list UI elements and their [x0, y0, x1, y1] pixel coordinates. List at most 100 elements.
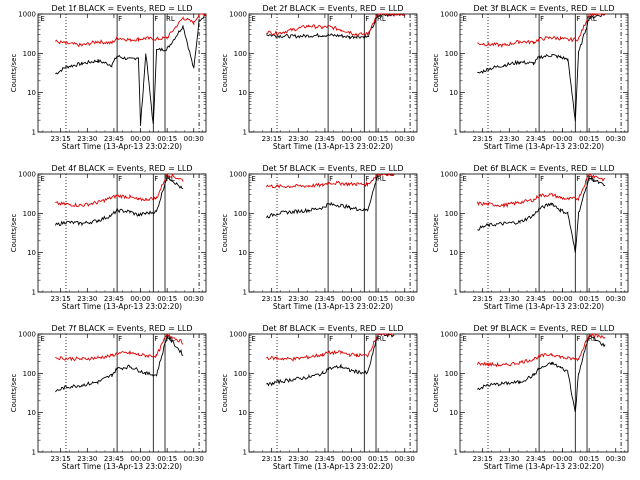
y-tick-label: 100: [23, 50, 36, 58]
y-tick-label: 100: [234, 210, 247, 218]
y-tick-label: 10: [27, 409, 36, 417]
x-tick-label: 00:15: [157, 455, 177, 463]
plot-frame: [459, 13, 629, 133]
flag-label: F: [540, 15, 544, 23]
panel-title: Det 2f BLACK = Events, RED = LLD: [262, 4, 403, 13]
x-tick-label: 00:15: [368, 455, 388, 463]
panel-title: Det 9f BLACK = Events, RED = LLD: [473, 324, 614, 333]
x-axis-label: Start Time (13-Apr-13 23:02:20): [62, 142, 182, 151]
x-tick-label: 00:15: [368, 135, 388, 143]
panel-title: Det 8f BLACK = Events, RED = LLD: [262, 324, 403, 333]
x-tick-label: 00:00: [130, 455, 150, 463]
x-tick-label: 00:00: [552, 135, 572, 143]
panel-title: Det 4f BLACK = Events, RED = LLD: [51, 164, 192, 173]
x-tick-label: 00:00: [130, 135, 150, 143]
panel-title: Det 6f BLACK = Events, RED = LLD: [473, 164, 614, 173]
lld-line: [55, 13, 207, 48]
y-tick-label: 1000: [18, 11, 36, 19]
y-axis-label: Counts/sec: [221, 374, 229, 413]
x-axis-label: Start Time (13-Apr-13 23:02:20): [484, 302, 604, 311]
x-tick-label: 00:30: [606, 135, 626, 143]
y-tick-label: 1000: [18, 171, 36, 179]
x-tick-label: 00:30: [606, 295, 626, 303]
panel-title: Det 1f BLACK = Events, RED = LLD: [51, 4, 192, 13]
lld-line: [266, 13, 406, 37]
y-axis-label: Counts/sec: [10, 54, 18, 93]
flag-label: RL: [377, 175, 386, 183]
x-tick-label: 00:15: [579, 135, 599, 143]
x-tick-label: 23:45: [104, 135, 124, 143]
y-tick-label: 100: [234, 50, 247, 58]
y-tick-label: 1000: [440, 331, 458, 339]
x-tick-label: 23:30: [288, 455, 308, 463]
flag-label: F: [540, 335, 544, 343]
y-tick-label: 10: [449, 409, 458, 417]
x-tick-label: 23:30: [288, 295, 308, 303]
x-tick-label: 23:30: [499, 295, 519, 303]
x-axis-label: Start Time (13-Apr-13 23:02:20): [62, 302, 182, 311]
events-line: [477, 13, 606, 122]
x-tick-label: 23:45: [315, 135, 335, 143]
y-tick-label: 100: [234, 370, 247, 378]
x-tick-label: 23:30: [77, 455, 97, 463]
x-axis-label: Start Time (13-Apr-13 23:02:20): [273, 142, 393, 151]
y-axis-label: Counts/sec: [432, 214, 440, 253]
y-tick-label: 1: [32, 289, 36, 297]
x-tick-label: 00:30: [184, 295, 204, 303]
flag-label: F: [154, 15, 158, 23]
lld-line: [266, 173, 395, 189]
x-axis-label: Start Time (13-Apr-13 23:02:20): [273, 302, 393, 311]
x-tick-label: 23:45: [526, 135, 546, 143]
panel-det-5: Det 5f BLACK = Events, RED = LLD 1 10 100 10…: [221, 164, 418, 311]
x-tick-label: 23:30: [499, 135, 519, 143]
x-tick-label: 23:45: [526, 295, 546, 303]
panel-title: Det 5f BLACK = Events, RED = LLD: [262, 164, 403, 173]
plot-frame: [459, 333, 629, 453]
y-tick-label: 1: [243, 289, 247, 297]
x-tick-label: 00:15: [157, 295, 177, 303]
x-tick-label: 23:45: [315, 455, 335, 463]
flag-label: E: [40, 175, 44, 183]
flag-label: F: [118, 15, 122, 23]
flag-label: F: [540, 175, 544, 183]
y-tick-label: 100: [445, 370, 458, 378]
flag-label: RL: [377, 335, 386, 343]
panel-title: Det 7f BLACK = Events, RED = LLD: [51, 324, 192, 333]
x-tick-label: 00:00: [341, 455, 361, 463]
x-tick-label: 00:00: [552, 455, 572, 463]
flag-label: F: [329, 15, 333, 23]
panel-det-2: Det 2f BLACK = Events, RED = LLD 1 10 100 10…: [221, 4, 418, 151]
x-tick-label: 23:15: [473, 135, 493, 143]
y-tick-label: 1000: [18, 331, 36, 339]
events-line: [54, 173, 184, 227]
flag-label: RL: [588, 335, 597, 343]
flag-label: F: [118, 175, 122, 183]
panel-det-4: Det 4f BLACK = Events, RED = LLD 1 10 100 10…: [10, 164, 207, 311]
plot-frame: [37, 13, 207, 133]
y-tick-label: 1000: [440, 11, 458, 19]
x-tick-label: 23:15: [51, 135, 71, 143]
flag-label: RL: [166, 15, 175, 23]
x-axis-label: Start Time (13-Apr-13 23:02:20): [62, 462, 182, 471]
x-tick-label: 00:00: [130, 295, 150, 303]
y-tick-label: 100: [445, 210, 458, 218]
y-tick-label: 1000: [440, 171, 458, 179]
y-tick-label: 1: [454, 129, 458, 137]
x-tick-label: 00:15: [579, 295, 599, 303]
y-tick-label: 1000: [229, 331, 247, 339]
flag-label: F: [576, 175, 580, 183]
y-tick-label: 10: [238, 89, 247, 97]
y-axis-label: Counts/sec: [221, 54, 229, 93]
flag-label: RL: [377, 15, 386, 23]
y-axis-label: Counts/sec: [10, 214, 18, 253]
flag-label: E: [251, 335, 255, 343]
x-tick-label: 23:15: [473, 295, 493, 303]
x-tick-label: 23:45: [315, 295, 335, 303]
x-tick-label: 00:15: [157, 135, 177, 143]
y-tick-label: 1: [243, 129, 247, 137]
flag-label: F: [365, 175, 369, 183]
flag-label: F: [365, 335, 369, 343]
y-tick-label: 10: [238, 249, 247, 257]
x-tick-label: 00:15: [368, 295, 388, 303]
plot-frame: [459, 173, 629, 293]
